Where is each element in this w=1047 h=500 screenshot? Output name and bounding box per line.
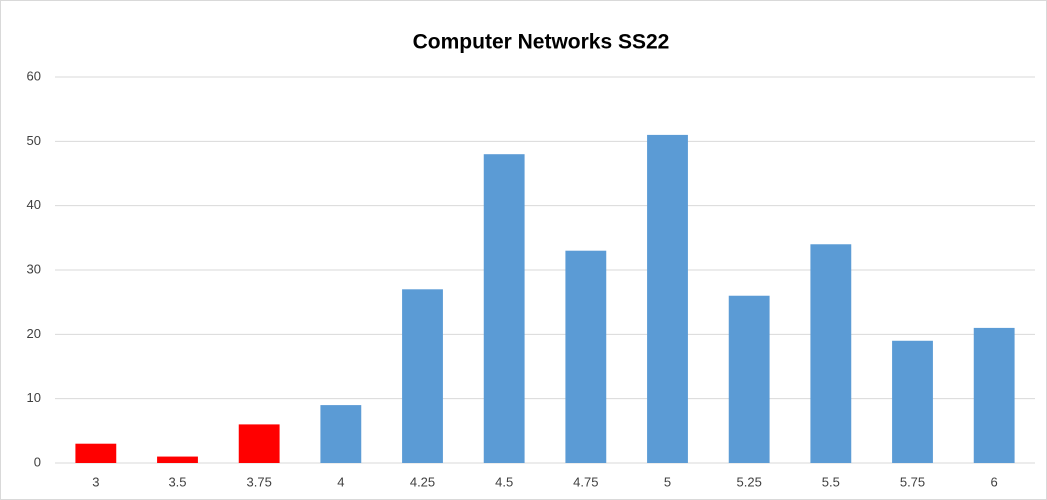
x-tick-label: 3	[92, 474, 99, 489]
x-tick-label: 4.5	[495, 474, 513, 489]
x-tick-label: 6	[991, 474, 998, 489]
x-tick-label: 5.75	[900, 474, 925, 489]
bar	[810, 244, 852, 463]
bar	[647, 134, 688, 463]
y-tick-label: 50	[27, 133, 41, 148]
x-tick-label: 4	[337, 474, 344, 489]
x-tick-label: 5	[664, 474, 671, 489]
bar	[483, 154, 525, 463]
x-tick-label: 4.75	[573, 474, 598, 489]
bar	[565, 250, 607, 463]
bar	[320, 405, 362, 463]
y-tick-label: 60	[27, 68, 41, 83]
bar	[157, 456, 198, 463]
y-tick-label: 10	[27, 390, 41, 405]
bar	[973, 327, 1015, 463]
x-tick-label: 3.75	[247, 474, 272, 489]
x-tick-label: 5.5	[822, 474, 840, 489]
bar	[238, 424, 280, 463]
bar	[402, 289, 443, 463]
y-tick-label: 30	[27, 261, 41, 276]
x-tick-label: 4.25	[410, 474, 435, 489]
bar	[75, 443, 117, 463]
y-tick-label: 0	[34, 454, 41, 469]
chart-title: Computer Networks SS22	[413, 31, 670, 54]
x-tick-label: 5.25	[737, 474, 762, 489]
y-tick-label: 20	[27, 326, 41, 341]
x-tick-label: 3.5	[168, 474, 186, 489]
bar	[892, 340, 933, 463]
bar	[728, 295, 770, 463]
y-tick-label: 40	[27, 197, 41, 212]
